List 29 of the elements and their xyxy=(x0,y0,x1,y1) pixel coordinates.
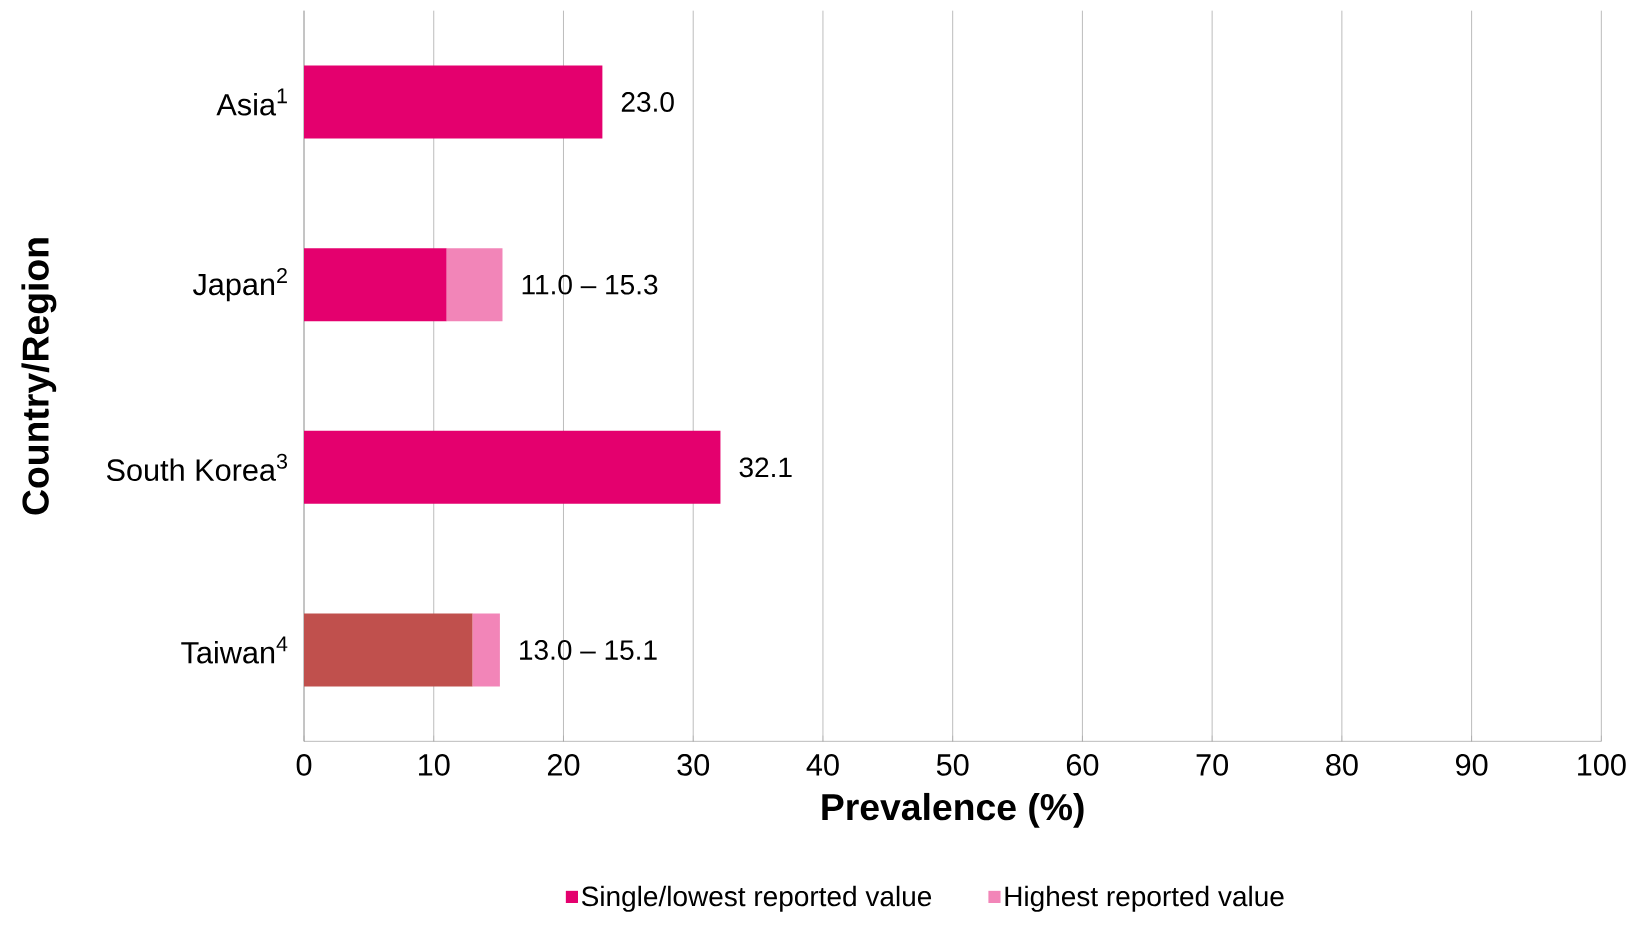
x-tick-label: 50 xyxy=(936,754,969,776)
bar xyxy=(304,430,721,505)
bar xyxy=(472,613,500,687)
x-tick-label: 80 xyxy=(1326,754,1358,776)
y-tick-label: Taiwan$^{4}$ xyxy=(181,636,288,664)
bar xyxy=(446,248,503,322)
x-tick-label: 90 xyxy=(1455,754,1488,776)
total-label: 32.1 xyxy=(739,457,792,478)
x-tick-label: 70 xyxy=(1196,754,1229,776)
bar xyxy=(304,248,447,322)
total-label: 11.0 – 15.3 xyxy=(522,274,658,295)
x-tick-label: 60 xyxy=(1066,754,1099,776)
total-label: 13.0 – 15.1 xyxy=(520,640,657,661)
bar xyxy=(304,65,603,139)
y-tick-label: Japan$^{2}$ xyxy=(192,268,287,302)
x-tick-label: 30 xyxy=(677,754,710,776)
legend-label: Highest reported value xyxy=(1005,885,1284,913)
x-tick-label: 20 xyxy=(547,754,580,776)
x-tick-label: 40 xyxy=(806,754,839,776)
y-axis-title: Country/Region xyxy=(21,238,57,515)
x-tick-label: 0 xyxy=(296,754,312,776)
x-axis-title: Prevalence (%) xyxy=(822,793,1084,828)
x-tick-label: 10 xyxy=(419,754,450,776)
y-tick-label: Asia$^{1}$ xyxy=(216,88,287,116)
x-tick-label: 100 xyxy=(1578,754,1626,776)
bar xyxy=(304,613,473,687)
y-tick-label: South Korea$^{3}$ xyxy=(106,453,288,482)
total-label: 23.0 xyxy=(621,92,674,113)
legend-label: Single/lowest reported value xyxy=(581,885,932,913)
